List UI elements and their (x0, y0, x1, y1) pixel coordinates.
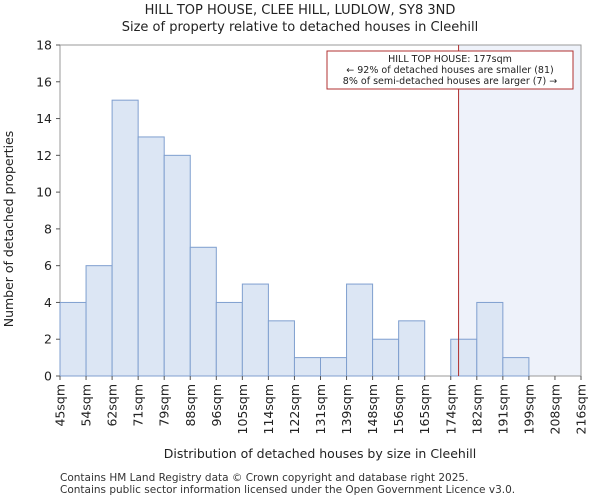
histogram-bar (267, 320, 295, 377)
histogram-bar (320, 357, 348, 377)
histogram-bar (241, 283, 269, 377)
annotation-line-3: 8% of semi-detached houses are larger (7… (343, 76, 557, 87)
histogram-bar (215, 301, 243, 377)
chart-subtitle: Size of property relative to detached ho… (121, 20, 479, 35)
x-tick-label: 139sqm (339, 384, 354, 434)
histogram-bar (85, 265, 113, 377)
y-tick-label: 2 (44, 332, 52, 347)
histogram-bar (346, 283, 374, 377)
x-tick-label: 156sqm (391, 384, 406, 434)
histogram-bar (189, 246, 217, 377)
chart-title: HILL TOP HOUSE, CLEE HILL, LUDLOW, SY8 3… (144, 3, 456, 18)
x-axis-label: Distribution of detached houses by size … (164, 446, 477, 461)
x-tick-label: 191sqm (495, 384, 510, 434)
annotation-box: HILL TOP HOUSE: 177sqm ← 92% of detached… (326, 50, 574, 90)
x-tick-label: 45sqm (53, 384, 68, 427)
x-tick-label: 105sqm (235, 384, 250, 434)
plot-area: 0 2 4 6 8 10 12 14 16 18 45sqm 54sqm 62sqm 71sqm 79sqm… (36, 38, 588, 435)
x-tick-label: 96sqm (209, 384, 224, 427)
annotation-line-2: ← 92% of detached houses are smaller (81… (346, 65, 553, 76)
x-tick-label: 182sqm (469, 384, 484, 434)
x-tick-label: 174sqm (443, 384, 458, 434)
footer-licence: Contains public sector information licen… (60, 484, 516, 496)
x-tick-label: 71sqm (131, 384, 146, 427)
histogram-bar (163, 154, 191, 377)
x-tick-label: 114sqm (261, 384, 276, 434)
x-tick-label: 148sqm (365, 384, 380, 434)
y-tick-label: 16 (36, 74, 52, 89)
x-tick-label: 122sqm (287, 384, 302, 434)
histogram-bar (398, 320, 426, 377)
y-tick-label: 14 (36, 111, 52, 126)
x-tick-label: 131sqm (313, 384, 328, 434)
histogram-bar (293, 357, 322, 377)
y-tick-label: 8 (44, 221, 52, 236)
x-tick-label: 79sqm (157, 384, 172, 427)
x-tick-label: 62sqm (105, 384, 120, 427)
x-tick-label: 208sqm (547, 384, 562, 434)
histogram-bar (111, 99, 139, 377)
histogram-bar (137, 136, 165, 377)
x-tick-label: 54sqm (79, 384, 94, 427)
histogram-chart: 0 2 4 6 8 10 12 14 16 18 45sqm 54sqm 62sqm 71sqm 79sqm… (1, 38, 589, 462)
histogram-bar (450, 338, 478, 377)
histogram-bar (59, 301, 87, 377)
x-tick-label: 165sqm (417, 384, 432, 434)
annotation-line-1: HILL TOP HOUSE: 177sqm (388, 54, 512, 65)
y-tick-label: 12 (36, 148, 52, 163)
histogram-bar (372, 338, 400, 377)
y-axis-label: Number of detached properties (1, 131, 16, 328)
histogram-bar (502, 357, 530, 377)
histogram-bar (476, 301, 504, 377)
y-tick-label: 18 (36, 38, 52, 53)
annotation-frame (326, 50, 574, 90)
y-tick-label: 0 (44, 369, 52, 384)
x-tick-label: 216sqm (574, 384, 589, 434)
x-tick-label: 199sqm (521, 384, 536, 434)
y-tick-label: 4 (44, 295, 52, 310)
y-tick-label: 6 (44, 258, 52, 273)
y-tick-label: 10 (36, 185, 52, 200)
footer-copyright: Contains HM Land Registry data © Crown c… (60, 472, 469, 484)
x-tick-label: 88sqm (183, 384, 198, 427)
